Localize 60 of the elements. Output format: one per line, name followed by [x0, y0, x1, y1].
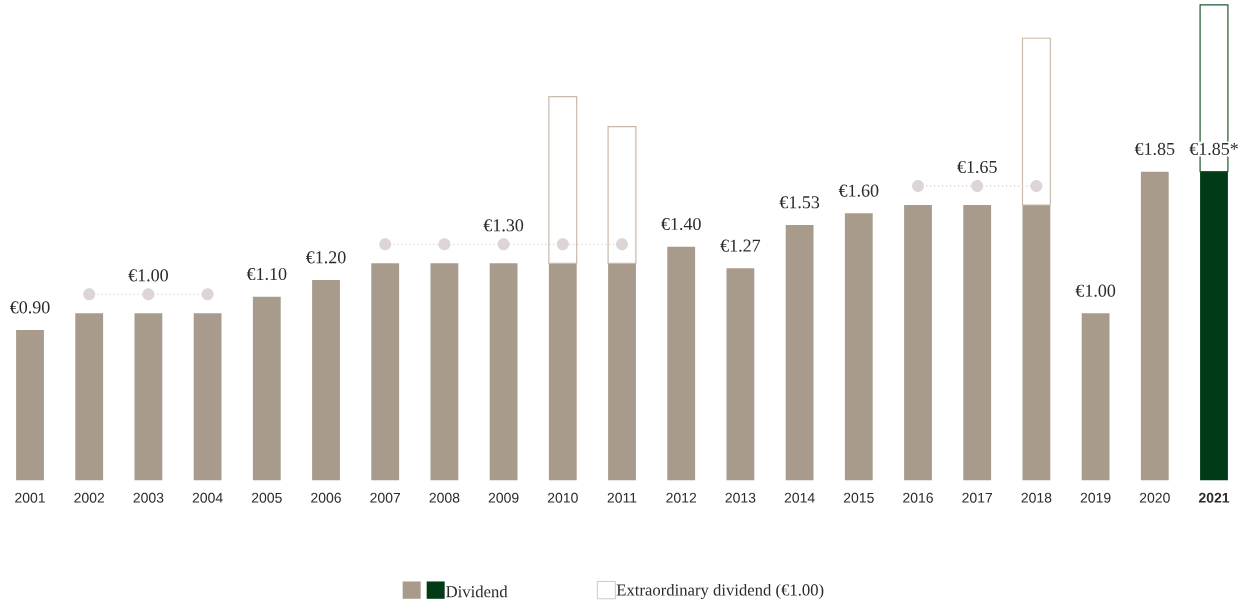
bar [193, 313, 222, 481]
data-label: €1.27 [720, 239, 761, 252]
data-label: €1.85* [1189, 142, 1238, 156]
legend-label: Extraordinary dividend (€1.00) [616, 583, 824, 599]
bar [252, 296, 281, 481]
bar [1081, 313, 1110, 481]
data-label: €1.40 [661, 217, 701, 231]
bar [548, 95, 578, 264]
data-label: €1.00 [1075, 284, 1116, 297]
x-tick-label: 2002 [74, 492, 105, 503]
x-tick-label: 2005 [251, 492, 282, 503]
data-label: €1.10 [246, 267, 287, 281]
bar [785, 224, 814, 481]
bar [963, 204, 992, 481]
x-tick-label: 2015 [843, 492, 874, 503]
x-tick-label: 2003 [133, 492, 164, 503]
x-tick-label: 2019 [1080, 492, 1111, 503]
x-tick-label: 2008 [429, 492, 460, 503]
data-label: €1.53 [779, 196, 820, 209]
data-label: €1.20 [306, 251, 346, 264]
x-tick-label: 2013 [725, 492, 756, 503]
bar [430, 263, 459, 481]
x-tick-label: 2004 [192, 492, 223, 503]
x-tick-label: 2009 [488, 492, 519, 503]
x-tick-label: 2010 [547, 492, 578, 503]
x-tick-label: 2014 [784, 492, 815, 503]
bar [371, 263, 400, 481]
x-tick-label: 2011 [607, 492, 637, 503]
x-tick-label: 2016 [903, 492, 933, 503]
bar [16, 329, 44, 481]
bar [134, 313, 163, 481]
x-tick-label: 2020 [1139, 492, 1170, 503]
bar [904, 204, 932, 481]
x-tick-label: 2006 [311, 492, 341, 503]
bar [1021, 37, 1051, 206]
data-label: €1.00 [128, 269, 168, 282]
bar [607, 125, 637, 264]
legend-label: Dividend [446, 585, 508, 598]
x-tick-label: 2007 [370, 492, 401, 503]
bar [726, 268, 755, 481]
x-tick-label: 2018 [1021, 492, 1052, 503]
bar [1140, 171, 1169, 481]
bar [75, 313, 104, 481]
data-label: €1.85 [1134, 142, 1175, 156]
bar [489, 263, 518, 481]
data-label: €0.90 [10, 301, 50, 314]
bar [844, 213, 873, 481]
bar [548, 263, 577, 481]
x-tick-label: 2012 [666, 492, 697, 503]
data-label: €1.65 [957, 160, 997, 173]
bar [1022, 204, 1051, 481]
bar [1200, 171, 1228, 481]
data-label: €1.60 [838, 184, 879, 197]
x-tick-label: 2001 [15, 492, 45, 503]
bar [312, 279, 340, 481]
bar [667, 246, 696, 481]
x-tick-label: 2021 [1198, 492, 1230, 503]
data-label: €1.30 [483, 219, 524, 232]
x-tick-label: 2017 [962, 492, 993, 503]
bar [608, 263, 636, 481]
